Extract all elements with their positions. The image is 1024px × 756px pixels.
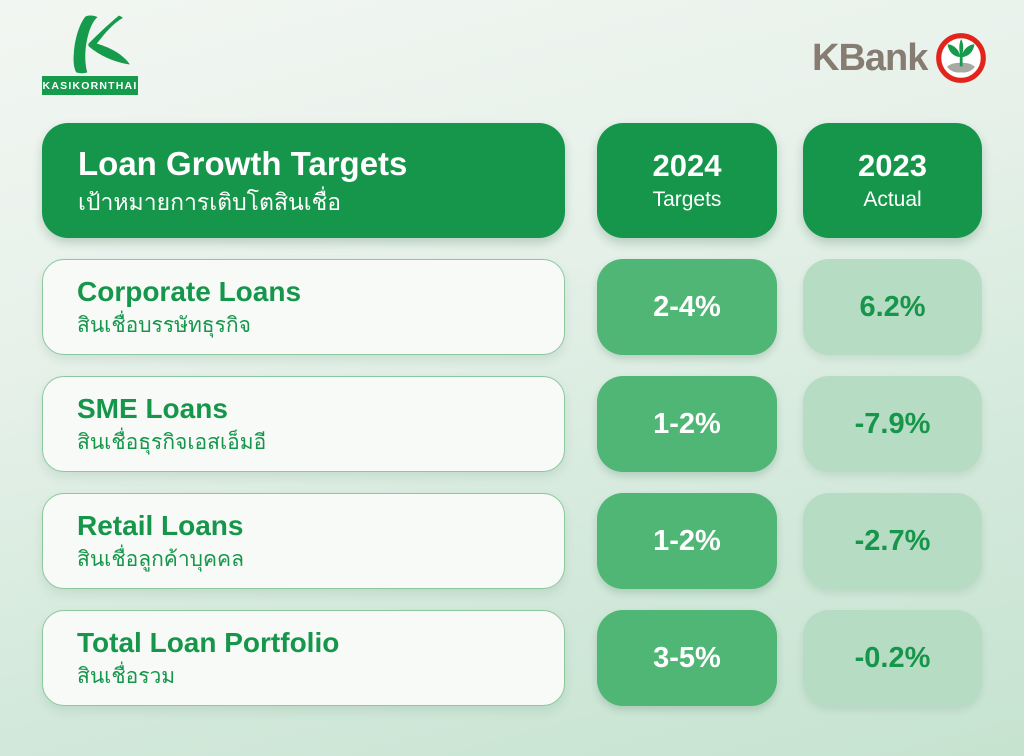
retail-loans-2024-target: 1-2%: [597, 493, 777, 589]
kbank-wordmark: KBank: [812, 37, 928, 79]
row-label-th: สินเชื่อธุรกิจเอสเอ็มอี: [77, 431, 267, 455]
kasikornthai-wordmark: KASIKORNTHAI: [42, 76, 138, 95]
table-row-retail-loans: Retail Loans สินเชื่อลูกค้าบุคคล: [42, 493, 565, 589]
row-label-th: สินเชื่อบรรษัทธุรกิจ: [77, 314, 251, 338]
kasikornthai-logo: KASIKORNTHAI: [42, 14, 138, 95]
retail-loans-2023-actual: -2.7%: [803, 493, 982, 589]
column-header-2024-targets: 2024 Targets: [597, 123, 777, 238]
column-header-2023-actual: 2023 Actual: [803, 123, 982, 238]
row-label-en: Retail Loans: [77, 509, 244, 541]
loan-growth-table: Loan Growth Targets เป้าหมายการเติบโตสิน…: [42, 123, 982, 706]
page-title: Loan Growth Targets: [78, 145, 408, 183]
row-label-en: SME Loans: [77, 392, 228, 424]
total-loan-portfolio-2023-actual: -0.2%: [803, 610, 982, 706]
column-label-actual: Actual: [863, 187, 922, 211]
kbank-sprout-icon: [936, 33, 987, 83]
row-label-en: Total Loan Portfolio: [77, 626, 340, 658]
kbank-logo: KBank: [812, 30, 992, 86]
table-title-card: Loan Growth Targets เป้าหมายการเติบโตสิน…: [42, 123, 565, 238]
corporate-loans-2024-target: 2-4%: [597, 259, 777, 355]
corporate-loans-2023-actual: 6.2%: [803, 259, 982, 355]
table-row-corporate-loans: Corporate Loans สินเชื่อบรรษัทธุรกิจ: [42, 259, 565, 355]
table-row-total-loan-portfolio: Total Loan Portfolio สินเชื่อรวม: [42, 610, 565, 706]
total-loan-portfolio-2024-target: 3-5%: [597, 610, 777, 706]
row-label-th: สินเชื่อรวม: [77, 665, 176, 689]
row-label-en: Corporate Loans: [77, 275, 302, 307]
column-year-2023: 2023: [858, 148, 927, 184]
row-label-th: สินเชื่อลูกค้าบุคคล: [77, 548, 244, 572]
column-label-targets: Targets: [652, 187, 722, 211]
page-title-thai: เป้าหมายการเติบโตสินเชื่อ: [78, 189, 342, 216]
sme-loans-2023-actual: -7.9%: [803, 376, 982, 472]
table-row-sme-loans: SME Loans สินเชื่อธุรกิจเอสเอ็มอี: [42, 376, 565, 472]
column-year-2024: 2024: [652, 148, 722, 184]
sme-loans-2024-target: 1-2%: [597, 376, 777, 472]
kasikorn-k-icon: [73, 15, 130, 74]
